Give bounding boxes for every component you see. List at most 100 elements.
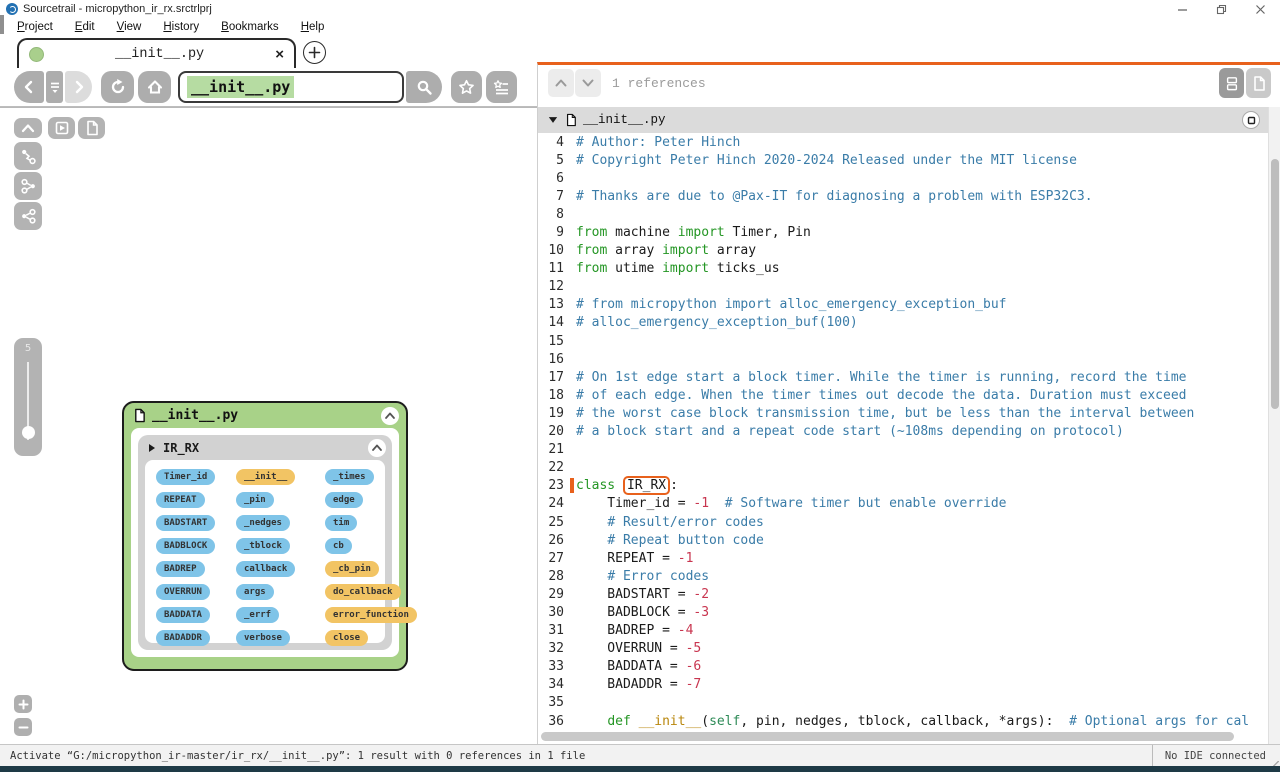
highlighted-symbol[interactable]: IR_RX [622, 476, 671, 496]
code-line-15[interactable]: 15 [538, 332, 1268, 350]
scrollbar-thumb[interactable] [1271, 159, 1279, 409]
slider-thumb[interactable] [21, 426, 35, 439]
code-line-34[interactable]: 34 BADADDR = -7 [538, 676, 1268, 694]
code-line-17[interactable]: 17 # On 1st edge start a block timer. Whi… [538, 368, 1268, 386]
member-pill-Timer_id[interactable]: Timer_id [156, 469, 216, 485]
custom-trail-dialog-button[interactable] [48, 117, 75, 139]
code-line-29[interactable]: 29 BADSTART = -2 [538, 585, 1268, 603]
back-button[interactable] [14, 71, 44, 103]
code-line-33[interactable]: 33 BADDATA = -6 [538, 658, 1268, 676]
bookmark-button[interactable] [451, 71, 482, 103]
code-line-35[interactable]: 35 [538, 694, 1268, 712]
member-pill-verbose[interactable]: verbose [236, 630, 290, 646]
collapse-class-node-button[interactable] [368, 438, 386, 457]
tab-close-icon[interactable]: × [275, 46, 284, 63]
member-pill-BADREP[interactable]: BADREP [156, 561, 205, 577]
member-pill-tim[interactable]: tim [325, 515, 358, 531]
class-node-ir-rx[interactable]: IR_RX Timer_id __init__ _times REPEAT _pin ed… [138, 435, 417, 650]
member-pill-BADSTART[interactable]: BADSTART [156, 515, 216, 531]
member-pill-REPEAT[interactable]: REPEAT [156, 492, 205, 508]
member-pill-_cb_pin[interactable]: _cb_pin [325, 561, 379, 577]
member-pill-BADADDR[interactable]: BADADDR [156, 630, 210, 646]
code-line-26[interactable]: 26 # Repeat button code [538, 531, 1268, 549]
file-node-header[interactable]: __init__.py [124, 403, 406, 428]
menu-help[interactable]: Help [300, 20, 325, 33]
member-pill-do_callback[interactable]: do_callback [325, 584, 401, 600]
code-line-30[interactable]: 30 BADBLOCK = -3 [538, 603, 1268, 621]
code-line-18[interactable]: 18 # of each edge. When the timer times o… [538, 386, 1268, 404]
collapse-file-node-button[interactable] [381, 406, 399, 425]
group-by-file-button[interactable] [78, 117, 105, 139]
zoom-in-button[interactable] [14, 695, 32, 713]
member-pill-_tblock[interactable]: _tblock [236, 538, 290, 554]
member-pill-_errf[interactable]: _errf [236, 607, 280, 623]
refresh-button[interactable] [101, 71, 134, 103]
new-tab-button[interactable] [303, 41, 326, 64]
home-button[interactable] [138, 71, 171, 103]
snippet-view-toggle[interactable] [1219, 68, 1244, 98]
member-pill-callback[interactable]: callback [236, 561, 296, 577]
code-line-19[interactable]: 19 # the worst case block transmission ti… [538, 404, 1268, 422]
member-pill-edge[interactable]: edge [325, 492, 363, 508]
outgoing-depth-button[interactable] [14, 202, 42, 230]
tab-init-py[interactable]: __init__.py × [17, 38, 296, 69]
member-pill-__init__[interactable]: __init__ [236, 469, 296, 485]
code-view[interactable]: 4 # Author: Peter Hinch 5 # Copyright Peter… [538, 133, 1268, 730]
code-line-23[interactable]: 23 class IR_RX: [538, 476, 1268, 496]
member-pill-_times[interactable]: _times [325, 469, 374, 485]
code-line-24[interactable]: 24 Timer_id = -1 # Software timer but en… [538, 495, 1268, 513]
menu-view[interactable]: View [116, 20, 142, 33]
code-line-12[interactable]: 12 [538, 278, 1268, 296]
code-line-27[interactable]: 27 REPEAT = -1 [538, 549, 1268, 567]
code-line-13[interactable]: 13 # from micropython import alloc_emerge… [538, 296, 1268, 314]
custom-trail-button[interactable] [14, 142, 42, 170]
graph-depth-slider[interactable]: 5 [14, 338, 42, 456]
vertical-scrollbar[interactable] [1268, 107, 1280, 744]
minimize-button[interactable] [1177, 4, 1188, 15]
snippet-file-header[interactable]: __init__.py [538, 107, 1268, 133]
zoom-out-button[interactable] [14, 718, 32, 736]
member-pill-close[interactable]: close [325, 630, 369, 646]
member-pill-_nedges[interactable]: _nedges [236, 515, 290, 531]
class-node-header[interactable]: IR_RX [138, 435, 392, 460]
horizontal-scrollbar[interactable] [541, 732, 1234, 741]
close-window-button[interactable] [1255, 4, 1266, 15]
member-pill-args[interactable]: args [236, 584, 274, 600]
search-button[interactable] [406, 71, 442, 103]
maximize-snippet-button[interactable] [1242, 111, 1260, 129]
collapse-graph-toolbar-button[interactable] [14, 118, 42, 138]
file-view-toggle[interactable] [1246, 68, 1271, 98]
history-dropdown-button[interactable] [46, 71, 63, 103]
code-line-4[interactable]: 4 # Author: Peter Hinch [538, 133, 1268, 151]
menu-project[interactable]: Project [17, 20, 53, 33]
code-line-5[interactable]: 5 # Copyright Peter Hinch 2020-2024 Relea… [538, 151, 1268, 169]
code-line-20[interactable]: 20 # a block start and a repeat code star… [538, 423, 1268, 441]
code-line-28[interactable]: 28 # Error codes [538, 567, 1268, 585]
code-line-7[interactable]: 7 # Thanks are due to @Pax-IT for diagnos… [538, 187, 1268, 205]
member-pill-_pin[interactable]: _pin [236, 492, 274, 508]
code-line-36[interactable]: 36 def __init__(self, pin, nedges, tbloc… [538, 712, 1268, 730]
code-line-21[interactable]: 21 [538, 441, 1268, 459]
member-pill-OVERRUN[interactable]: OVERRUN [156, 584, 210, 600]
file-node-init-py[interactable]: __init__.py IR_RX Timer_id __init__ _ti [122, 401, 417, 671]
code-line-8[interactable]: 8 [538, 205, 1268, 223]
code-line-25[interactable]: 25 # Result/error codes [538, 513, 1268, 531]
code-line-6[interactable]: 6 [538, 169, 1268, 187]
menu-edit[interactable]: Edit [74, 20, 95, 33]
previous-reference-button[interactable] [548, 69, 574, 97]
code-line-16[interactable]: 16 [538, 350, 1268, 368]
search-input[interactable]: __init__.py [178, 71, 404, 103]
forward-button[interactable] [65, 71, 92, 103]
code-line-10[interactable]: 10 from array import array [538, 242, 1268, 260]
code-line-31[interactable]: 31 BADREP = -4 [538, 622, 1268, 640]
member-pill-BADBLOCK[interactable]: BADBLOCK [156, 538, 216, 554]
bookmark-list-button[interactable] [486, 71, 517, 103]
member-pill-error_function[interactable]: error_function [325, 607, 417, 623]
member-pill-cb[interactable]: cb [325, 538, 352, 554]
incoming-depth-button[interactable] [14, 172, 42, 200]
code-line-32[interactable]: 32 OVERRUN = -5 [538, 640, 1268, 658]
code-line-9[interactable]: 9 from machine import Timer, Pin [538, 223, 1268, 241]
member-pill-BADDATA[interactable]: BADDATA [156, 607, 210, 623]
code-line-14[interactable]: 14 # alloc_emergency_exception_buf(100) [538, 314, 1268, 332]
menu-history[interactable]: History [163, 20, 200, 33]
